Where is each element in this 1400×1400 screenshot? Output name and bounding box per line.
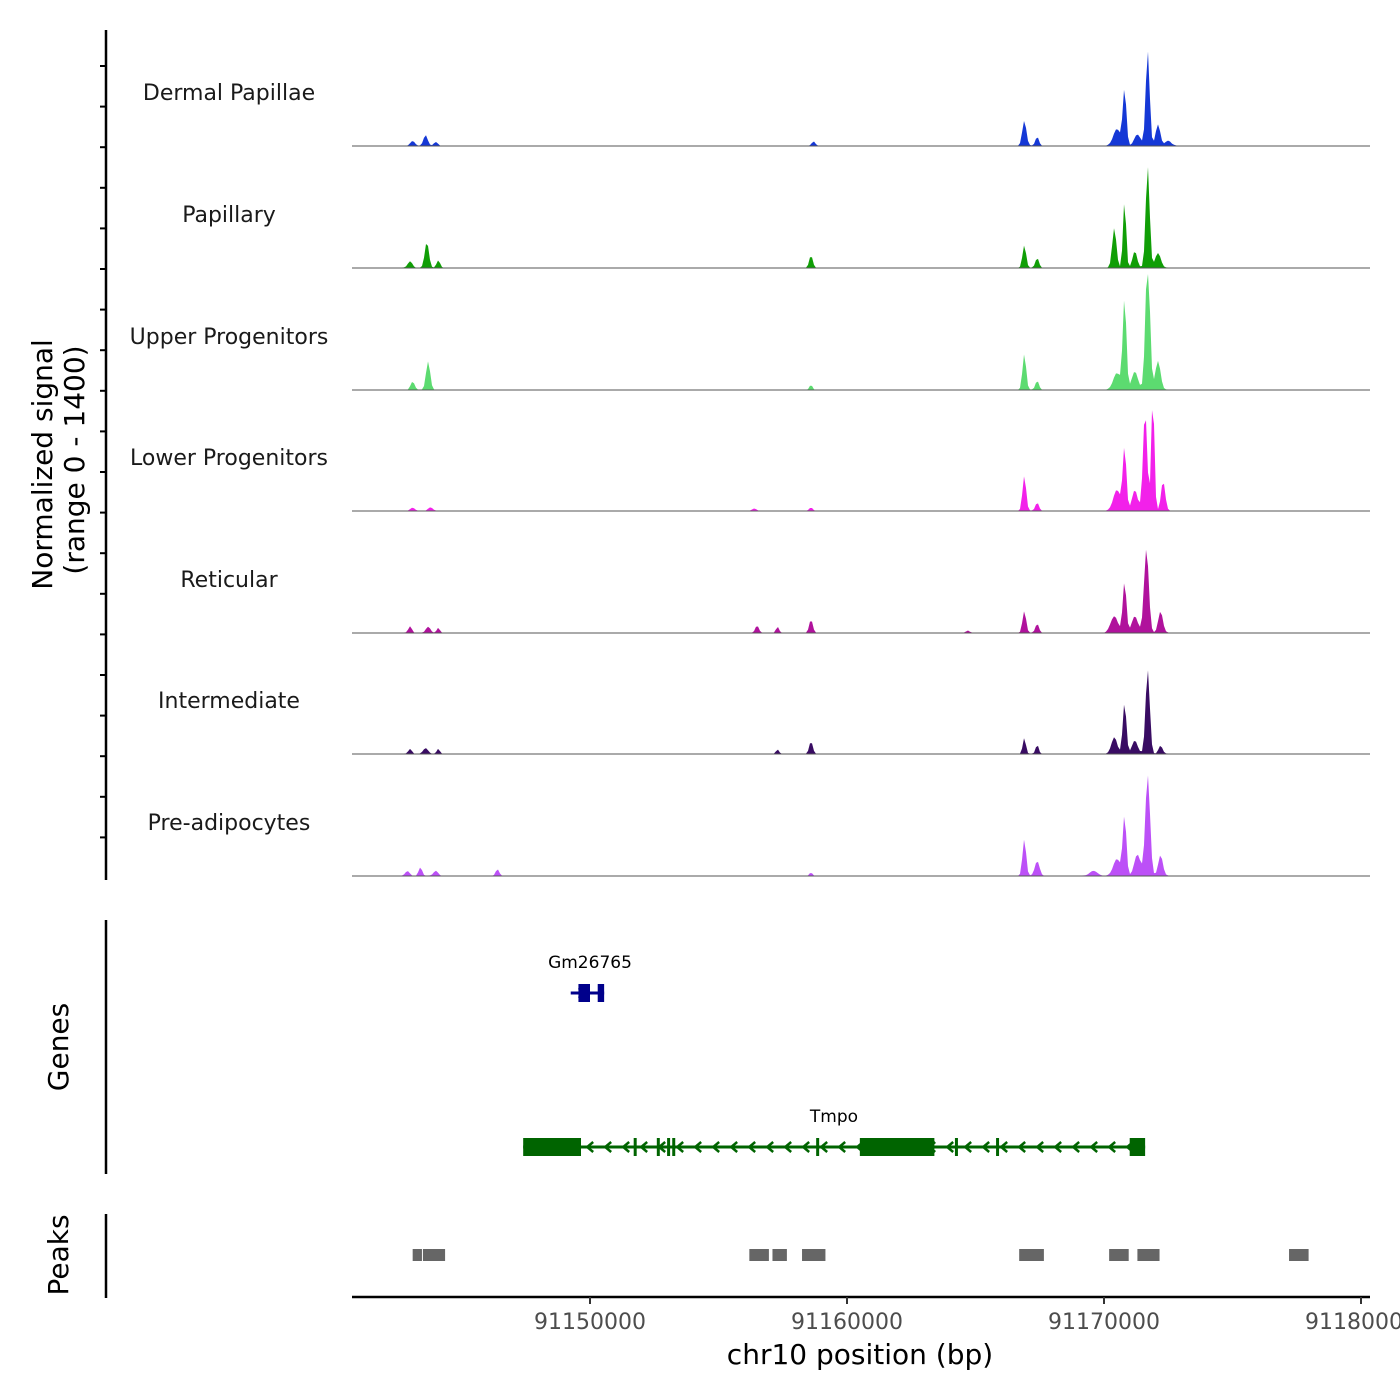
peaks-panel: Peaks — [42, 1214, 1309, 1298]
strand-arrow — [729, 1141, 738, 1153]
genes-track-label: Genes — [42, 1003, 75, 1091]
strand-arrow — [999, 1141, 1008, 1153]
track-label: Reticular — [180, 568, 278, 593]
strand-arrow — [747, 1141, 756, 1153]
strand-arrow — [675, 1141, 684, 1153]
gene-exon — [523, 1138, 582, 1156]
gene-gm26765: Gm26765 — [548, 953, 632, 1002]
strand-arrow — [711, 1141, 720, 1153]
gene-name-label: Gm26765 — [548, 953, 632, 973]
track-lower-progenitors: Lower Progenitors — [130, 410, 1370, 512]
x-tick-label: 91150000 — [534, 1310, 646, 1335]
track-label: Dermal Papillae — [143, 81, 315, 106]
track-label: Intermediate — [158, 689, 300, 714]
gene-exon — [672, 1138, 676, 1156]
x-tick-label: 91170000 — [1048, 1310, 1160, 1335]
x-tick-label: 91160000 — [791, 1310, 903, 1335]
peak-region — [422, 1249, 446, 1261]
signal-area — [352, 167, 1370, 268]
gene-exon — [578, 984, 590, 1002]
x-axis: 91150000 91160000 91170000 91180000 chr10 p… — [352, 1295, 1400, 1371]
gene-exon — [667, 1138, 671, 1156]
peak-region — [749, 1249, 769, 1261]
strand-arrow — [783, 1141, 792, 1153]
track-pre-adipocytes: Pre-adipocytes — [148, 775, 1370, 877]
y-axis-title-line1: Normalized signal — [26, 339, 59, 590]
gene-exon — [954, 1138, 958, 1156]
strand-arrow — [1035, 1141, 1044, 1153]
strand-arrow — [1107, 1141, 1116, 1153]
signal-area — [352, 775, 1370, 876]
x-axis-title: chr10 position (bp) — [727, 1338, 993, 1371]
peak-region — [1289, 1249, 1309, 1261]
strand-arrow — [1089, 1141, 1098, 1153]
track-papillary: Papillary — [182, 167, 1370, 269]
signal-area — [352, 410, 1370, 511]
signal-area — [352, 549, 1370, 633]
gene-tmpo: Tmpo — [523, 1107, 1146, 1156]
gene-exon — [1129, 1138, 1146, 1156]
gene-exon — [633, 1138, 637, 1156]
strand-arrow — [819, 1141, 828, 1153]
y-axis-title-line2: (range 0 - 1400) — [58, 345, 91, 574]
strand-arrow — [1053, 1141, 1062, 1153]
track-intermediate: Intermediate — [158, 670, 1370, 755]
peak-region — [412, 1249, 422, 1261]
peak-region — [1109, 1249, 1129, 1261]
strand-arrow — [1071, 1141, 1080, 1153]
track-label: Upper Progenitors — [130, 325, 329, 350]
strand-arrow — [945, 1141, 954, 1153]
track-dermal-papillae: Dermal Papillae — [143, 51, 1370, 147]
track-reticular: Reticular — [180, 549, 1370, 634]
strand-arrow — [639, 1141, 648, 1153]
strand-arrow — [801, 1141, 810, 1153]
track-label: Papillary — [182, 203, 276, 228]
signal-area — [352, 51, 1370, 146]
coverage-tracks: Dermal Papillae Papillary Upper Progenitor… — [130, 51, 1370, 877]
peak-region — [802, 1249, 826, 1261]
strand-arrow — [585, 1141, 594, 1153]
strand-arrow — [837, 1141, 846, 1153]
peak-region — [772, 1249, 787, 1261]
gene-exon — [816, 1138, 820, 1156]
y-axis-title: Normalized signal (range 0 - 1400) — [26, 330, 91, 589]
peaks-track-label: Peaks — [42, 1214, 75, 1295]
strand-arrow — [963, 1141, 972, 1153]
gene-exon — [597, 984, 605, 1002]
peak-region — [1019, 1249, 1044, 1261]
strand-arrow — [1017, 1141, 1026, 1153]
genes-panel: Genes Gm26765 Tmpo — [42, 920, 1146, 1174]
strand-arrow — [603, 1141, 612, 1153]
track-label: Pre-adipocytes — [148, 811, 311, 836]
strand-arrow — [765, 1141, 774, 1153]
gene-name-label: Tmpo — [809, 1107, 858, 1127]
peak-region — [1137, 1249, 1160, 1261]
signal-area — [352, 274, 1370, 390]
coverage-y-axis — [100, 30, 108, 880]
gene-exon — [996, 1138, 1000, 1156]
track-upper-progenitors: Upper Progenitors — [130, 274, 1370, 391]
strand-arrow — [693, 1141, 702, 1153]
gene-exon — [656, 1138, 660, 1156]
strand-arrow — [981, 1141, 990, 1153]
track-label: Lower Progenitors — [130, 446, 328, 471]
gene-exon — [859, 1138, 935, 1156]
signal-area — [352, 670, 1370, 754]
strand-arrow — [621, 1141, 630, 1153]
x-tick-label: 91180000 — [1305, 1310, 1400, 1335]
